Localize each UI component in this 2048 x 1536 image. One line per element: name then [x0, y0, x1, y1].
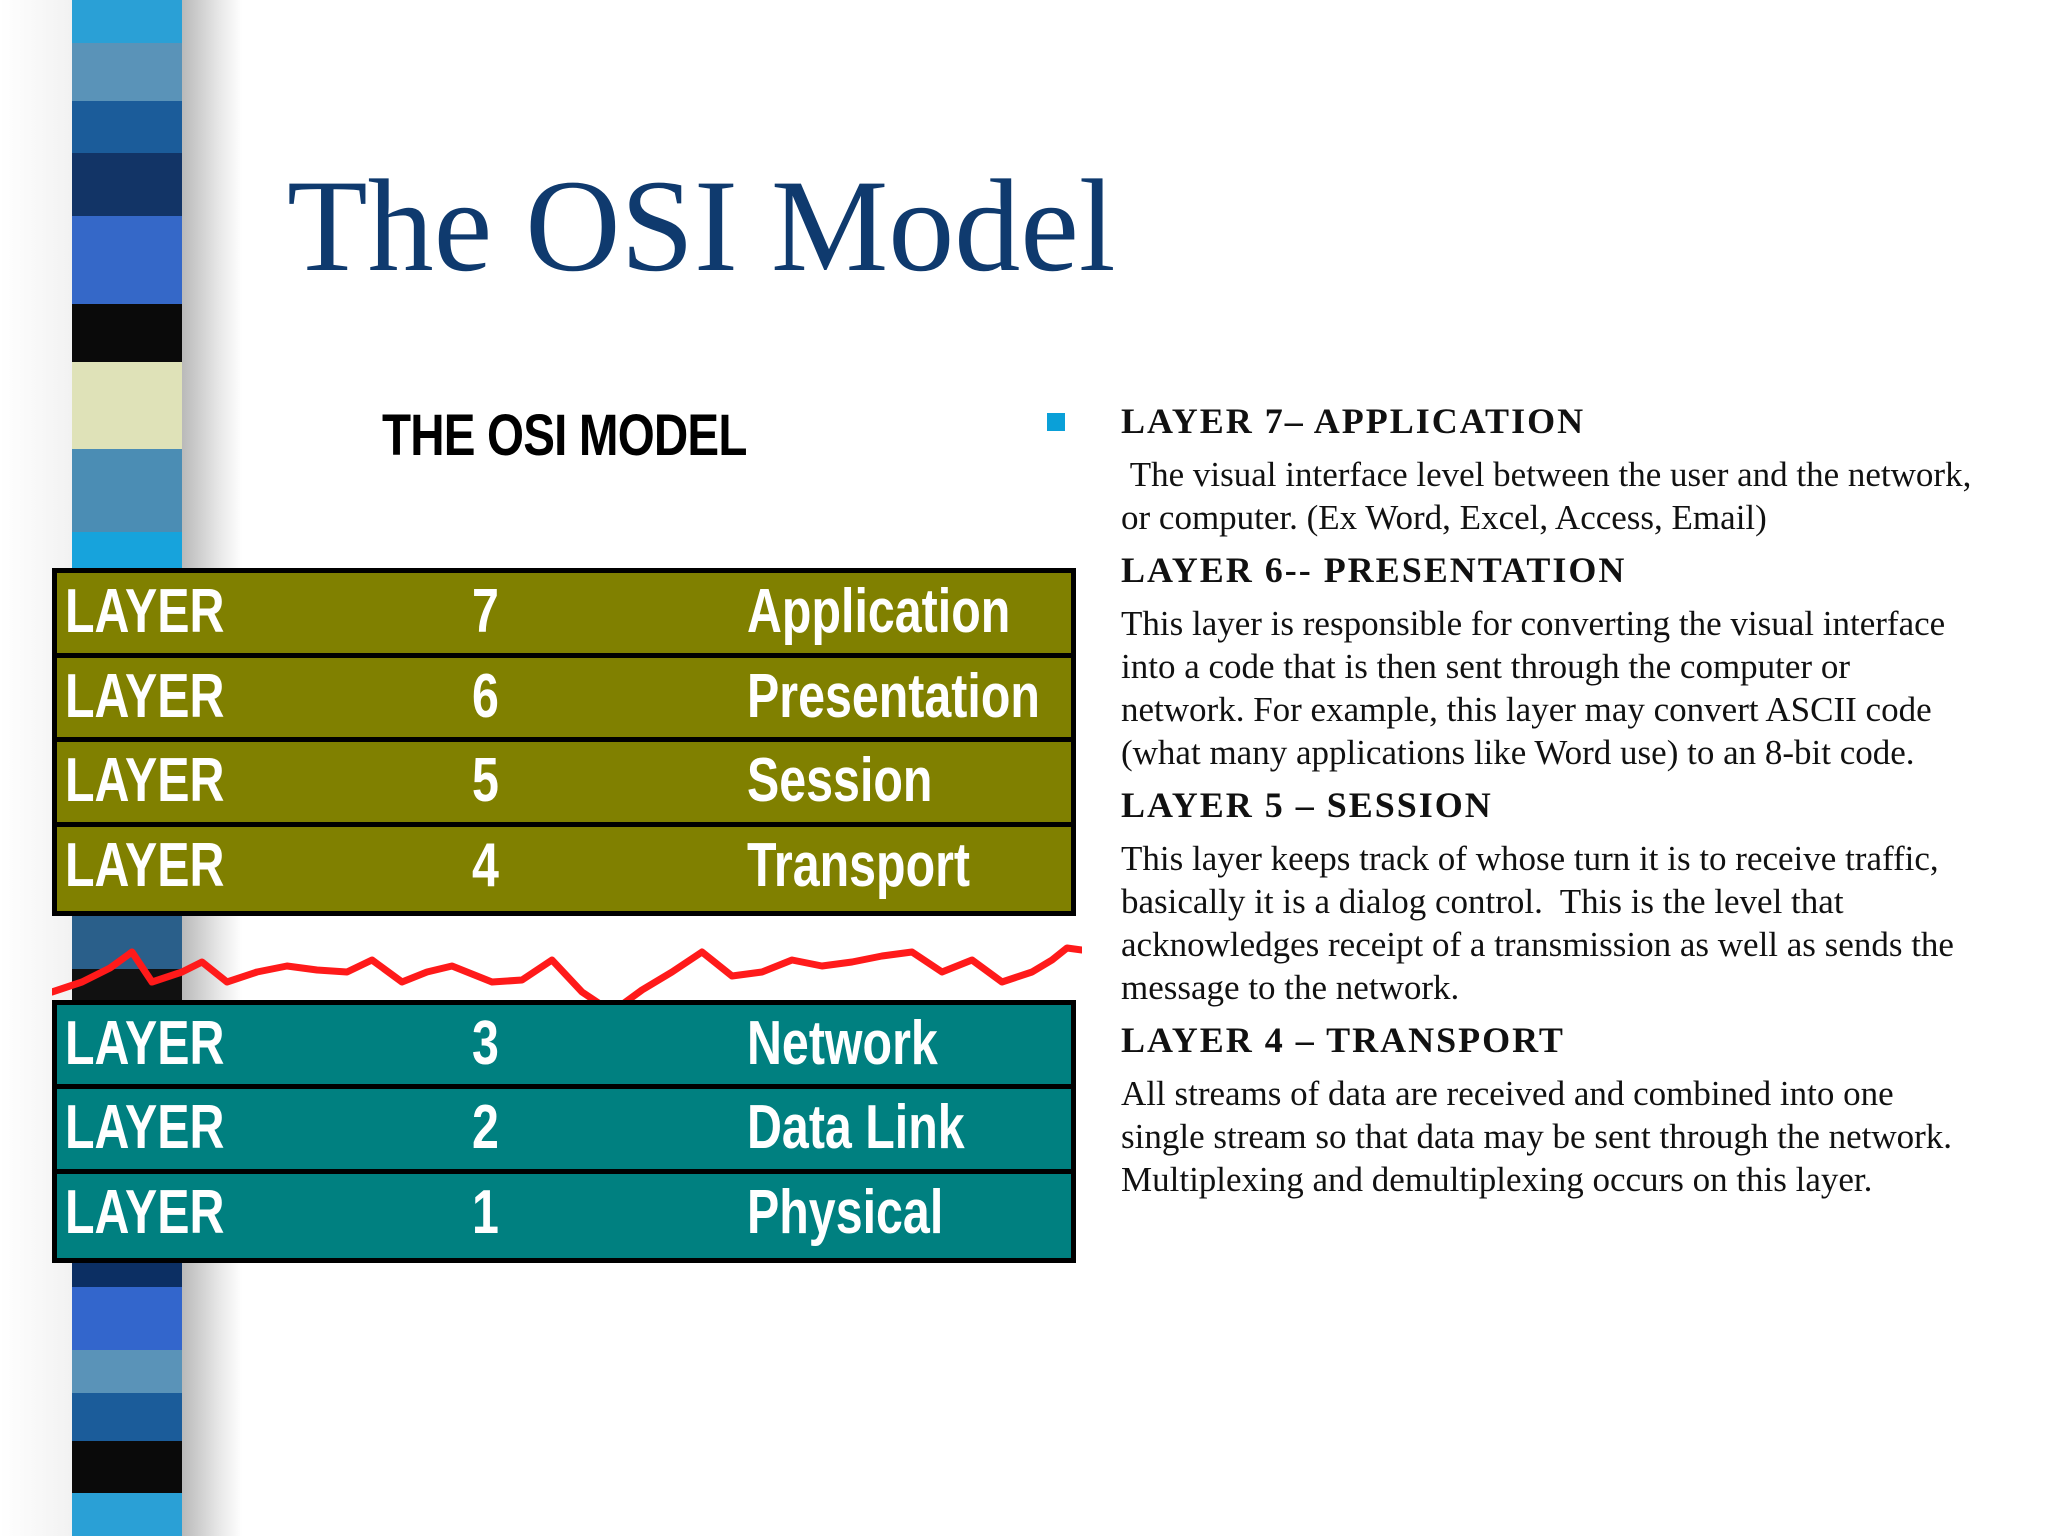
- red-squiggle-divider: [52, 944, 1082, 1010]
- layer-number: 2: [472, 1093, 499, 1163]
- layer-row-5: LAYER 5 Session: [57, 742, 1071, 827]
- layer-name: Session: [747, 746, 933, 815]
- layer-label: LAYER: [65, 1177, 225, 1247]
- description-body-layer-5: This layer keeps track of whose turn it …: [1121, 839, 1963, 1007]
- description-heading-layer-7: LAYER 7– APPLICATION: [1121, 401, 1586, 441]
- description-body-layer-6: This layer is responsible for converting…: [1121, 604, 1946, 772]
- layer-number: 7: [472, 577, 499, 646]
- layer-number: 4: [472, 830, 499, 900]
- layer-label: LAYER: [65, 746, 225, 815]
- layer-row-7: LAYER 7 Application: [57, 573, 1071, 658]
- layer-number: 1: [472, 1177, 499, 1247]
- description-body-layer-7: The visual interface level between the u…: [1121, 455, 1981, 537]
- slide-title: The OSI Model: [287, 152, 1116, 299]
- layer-number: 6: [472, 661, 499, 731]
- layer-label: LAYER: [65, 1009, 225, 1078]
- square-bullet-icon: [1047, 413, 1065, 431]
- layer-name: Application: [747, 577, 1011, 646]
- layer-row-6: LAYER 6 Presentation: [57, 657, 1071, 742]
- layer-row-1: LAYER 1 Physical: [57, 1173, 1071, 1258]
- layer-name: Transport: [747, 830, 971, 900]
- description-heading-layer-6: LAYER 6-- PRESENTATION: [1121, 550, 1627, 590]
- layer-row-4: LAYER 4 Transport: [57, 826, 1071, 911]
- description-heading-layer-5: LAYER 5 – SESSION: [1121, 785, 1493, 825]
- layer-number: 5: [472, 746, 499, 815]
- layer-label: LAYER: [65, 661, 225, 731]
- layer-number: 3: [472, 1009, 499, 1078]
- description-heading-layer-4: LAYER 4 – TRANSPORT: [1121, 1020, 1565, 1060]
- layer-row-3: LAYER 3 Network: [57, 1005, 1071, 1090]
- upper-layers-table: LAYER 7 Application LAYER 6 Presentation…: [52, 568, 1076, 916]
- diagram-title: THE OSI MODEL: [382, 403, 747, 468]
- layer-name: Network: [747, 1009, 938, 1078]
- layer-label: LAYER: [65, 1093, 225, 1163]
- layer-label: LAYER: [65, 830, 225, 900]
- layer-name: Physical: [747, 1177, 944, 1247]
- layer-name: Presentation: [747, 661, 1040, 731]
- layer-label: LAYER: [65, 577, 225, 646]
- layer-row-2: LAYER 2 Data Link: [57, 1089, 1071, 1174]
- layer-name: Data Link: [747, 1093, 965, 1163]
- lower-layers-table: LAYER 3 Network LAYER 2 Data Link LAYER …: [52, 1000, 1076, 1263]
- description-body-layer-4: All streams of data are received and com…: [1121, 1074, 1970, 1199]
- layer-descriptions: LAYER 7– APPLICATION The visual interfac…: [1121, 400, 1981, 1211]
